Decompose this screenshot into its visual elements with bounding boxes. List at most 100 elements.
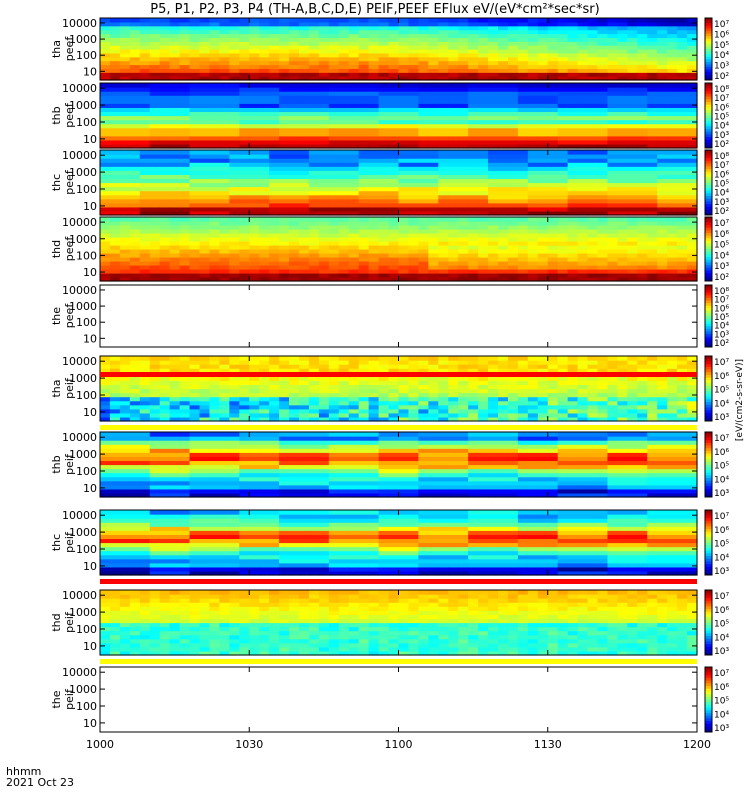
spectrogram-cell <box>597 368 609 373</box>
spectrogram-cell <box>189 229 201 234</box>
spectrogram-cell <box>438 229 449 234</box>
spectrogram-cell <box>169 52 181 58</box>
spectrogram-cell <box>398 412 410 418</box>
spectrogram-cell <box>627 21 638 27</box>
spectrogram-cell <box>299 107 310 113</box>
spectrogram-cell <box>498 392 509 398</box>
spectrogram-cell <box>458 261 469 266</box>
spectrogram-cell <box>428 206 439 212</box>
spectrogram-cell <box>279 49 290 54</box>
spectrogram-cell <box>318 368 330 373</box>
spectrogram-cell <box>109 206 121 212</box>
colorbar-tick-label: 10⁶ <box>714 304 729 314</box>
spectrogram-cell <box>627 380 638 386</box>
spectrogram-cell <box>239 404 250 410</box>
spectrogram-cell <box>557 225 569 230</box>
spectrogram-cell <box>567 404 579 410</box>
spectrogram-cell <box>468 225 479 230</box>
spectrogram-cell <box>388 37 400 42</box>
spectrogram-cell <box>488 83 499 88</box>
spectrogram-cell <box>537 210 549 216</box>
spectrogram-cell <box>617 91 628 96</box>
spectrogram-cell <box>478 127 489 133</box>
spectrogram-cell <box>488 91 499 96</box>
colorbar-segment <box>705 310 712 314</box>
spectrogram-cell <box>368 202 380 208</box>
spectrogram-cell <box>537 95 549 100</box>
spectrogram-cell <box>139 206 151 212</box>
spectrogram-cell <box>149 111 161 117</box>
colorbar-segment <box>705 305 712 309</box>
spectrogram-cell <box>328 269 340 274</box>
spectrogram-cell <box>239 166 250 171</box>
spectrogram-cell <box>657 186 668 192</box>
spectrogram-cell <box>378 269 390 274</box>
spectrogram-cell <box>129 253 141 258</box>
spectrogram-cell <box>328 206 340 212</box>
spectrogram-cell <box>667 68 678 73</box>
spectrogram-cell <box>388 210 400 216</box>
spectrogram-cell <box>398 143 410 149</box>
colorbar-tick-label: 10² <box>714 72 729 82</box>
spectrogram-cell <box>348 21 360 27</box>
spectrogram-cell <box>199 37 211 42</box>
spectrogram-cell <box>338 245 350 250</box>
spectrogram-cell <box>637 277 648 282</box>
spectrogram-cell <box>279 360 290 365</box>
spectrogram-cell <box>239 400 250 406</box>
spectrogram-cell <box>269 99 280 104</box>
spectrogram-cell <box>358 68 370 73</box>
spectrogram-cell <box>577 91 589 96</box>
spectrogram-cell <box>637 76 648 81</box>
spectrogram-cell <box>448 64 459 69</box>
spectrogram-cell <box>607 404 618 410</box>
spectrogram-cell <box>637 68 648 73</box>
spectrogram-cell <box>647 68 658 73</box>
spectrogram-cell <box>308 37 320 42</box>
spectrogram-cell <box>517 269 529 274</box>
spectrogram-cell <box>408 68 419 73</box>
spectrogram-cell <box>498 60 509 66</box>
spectrogram-cell <box>587 190 599 196</box>
spectrogram-cell <box>677 143 688 149</box>
spectrogram-cell <box>607 111 618 117</box>
spectrogram-cell <box>547 229 559 234</box>
spectrogram-cell <box>348 376 360 381</box>
spectrogram-cell <box>597 392 609 398</box>
spectrogram-cell <box>318 241 330 246</box>
spectrogram-cell <box>587 174 599 180</box>
colorbar-segment <box>705 267 712 271</box>
spectrogram-cell <box>557 25 569 31</box>
spectrogram-cell <box>587 119 599 125</box>
spectrogram-cell <box>169 360 181 365</box>
spectrogram-cell <box>607 202 618 208</box>
spectrogram-cell <box>647 64 658 69</box>
spectrogram-cell <box>179 150 191 155</box>
spectrogram-cell <box>517 241 529 246</box>
spectrogram-cell <box>338 202 350 208</box>
colorbar-segment <box>705 25 712 29</box>
spectrogram-cell <box>478 68 489 73</box>
spectrogram-cell <box>338 103 350 108</box>
spectrogram-cell <box>259 45 270 50</box>
spectrogram-cell <box>418 261 429 266</box>
spectrogram-cell <box>587 241 599 246</box>
spectrogram-cell <box>249 241 260 246</box>
spectrogram-cell <box>318 119 330 125</box>
spectrogram-cell <box>597 33 609 38</box>
spectrogram-cell <box>229 33 240 38</box>
spectrogram-cell <box>179 186 191 192</box>
spectrogram-cell <box>507 233 519 238</box>
spectrogram-cell <box>229 139 240 145</box>
spectrogram-cell <box>627 412 638 418</box>
spectrogram-cell <box>567 68 579 73</box>
spectrogram-cell <box>129 174 141 180</box>
spectrogram-cell <box>229 396 240 402</box>
spectrogram-cell <box>418 68 429 73</box>
spectrogram-cell <box>249 408 260 414</box>
spectrogram-cell <box>100 158 111 163</box>
spectrogram-cell <box>249 190 260 196</box>
spectrogram-cell <box>527 217 539 222</box>
spectrogram-cell <box>279 245 290 250</box>
spectrogram-cell <box>348 206 360 212</box>
